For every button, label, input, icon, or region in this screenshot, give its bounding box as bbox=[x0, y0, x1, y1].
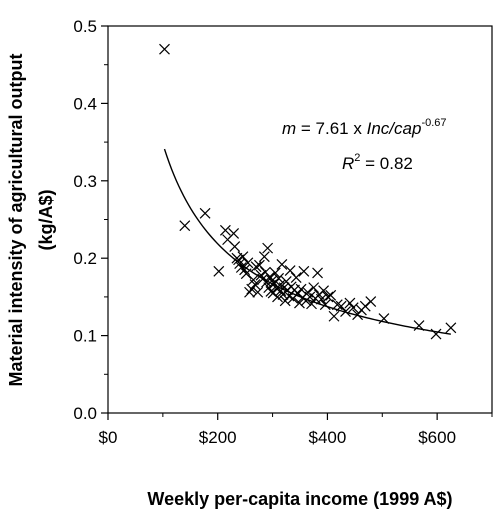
r-squared-value: = 0.82 bbox=[360, 154, 412, 173]
data-point bbox=[239, 264, 251, 276]
data-point bbox=[347, 302, 359, 314]
y-tick-label: 0.2 bbox=[73, 249, 97, 268]
y-axis-title-line2: (kg/A$) bbox=[36, 189, 56, 250]
data-point bbox=[179, 220, 191, 232]
fit-curve bbox=[163, 148, 451, 335]
data-point bbox=[378, 313, 390, 324]
data-point bbox=[306, 298, 317, 310]
plot-frame bbox=[107, 25, 493, 414]
data-point bbox=[262, 242, 274, 254]
x-tick-label: $0 bbox=[99, 428, 118, 447]
data-point bbox=[284, 265, 296, 277]
fit-equation-m: m bbox=[282, 119, 296, 138]
data-point bbox=[325, 289, 337, 301]
data-point bbox=[272, 291, 283, 303]
x-tick-label: $200 bbox=[199, 428, 237, 447]
data-point bbox=[242, 257, 254, 269]
x-tick-label: $400 bbox=[309, 428, 347, 447]
data-point bbox=[253, 259, 265, 271]
data-point bbox=[298, 265, 310, 277]
data-point bbox=[331, 299, 343, 311]
data-point bbox=[315, 293, 327, 305]
fit-equation-slash: / bbox=[388, 119, 396, 138]
fit-equation: m = 7.61 x Inc/cap-0.67 bbox=[282, 117, 447, 138]
data-point bbox=[312, 267, 323, 279]
fit-equation-inc: Inc bbox=[367, 119, 390, 138]
y-tick-label: 0.1 bbox=[73, 327, 97, 346]
data-point bbox=[246, 283, 258, 295]
data-point bbox=[213, 265, 225, 277]
data-point bbox=[292, 288, 304, 300]
r-squared: R2 = 0.82 bbox=[342, 152, 413, 173]
y-tick-label: 0.3 bbox=[73, 172, 97, 191]
y-tick-label: 0.5 bbox=[73, 17, 97, 36]
data-point bbox=[249, 279, 261, 290]
data-point bbox=[308, 282, 320, 294]
data-point bbox=[250, 261, 262, 273]
data-point bbox=[266, 275, 278, 287]
data-point bbox=[365, 296, 377, 307]
data-point bbox=[294, 297, 305, 309]
r-squared-r: R bbox=[342, 154, 354, 173]
data-point bbox=[240, 268, 252, 280]
fit-equation-eq: = 7.61 x bbox=[296, 119, 366, 138]
data-point bbox=[318, 285, 330, 297]
data-point bbox=[335, 300, 347, 312]
fit-curve-group bbox=[163, 148, 451, 335]
data-point bbox=[269, 267, 281, 279]
data-point bbox=[237, 251, 249, 263]
data-point bbox=[264, 271, 276, 283]
y-axis-title-group: Material intensity of agricultural outpu… bbox=[6, 53, 56, 386]
data-point bbox=[295, 283, 307, 295]
data-point bbox=[199, 207, 211, 219]
data-point bbox=[235, 262, 247, 273]
y-tick-label: 0.0 bbox=[73, 404, 97, 423]
data-point bbox=[430, 328, 442, 340]
x-axis-title: Weekly per-capita income (1999 A$) bbox=[147, 489, 452, 509]
data-point bbox=[258, 251, 270, 263]
axes: 0.0 0.1 0.2 0.3 0.4 0.5 $0 $200 $400 $600 bbox=[73, 17, 493, 447]
x-tick-label: $600 bbox=[418, 428, 456, 447]
data-point bbox=[445, 322, 457, 334]
data-point bbox=[159, 43, 170, 55]
data-point bbox=[322, 291, 334, 303]
y-tick-label: 0.4 bbox=[73, 94, 97, 113]
r-squared-exponent: 2 bbox=[354, 152, 360, 164]
data-points bbox=[159, 43, 457, 340]
fit-equation-cap: cap bbox=[394, 119, 421, 138]
data-point bbox=[413, 320, 425, 331]
data-point bbox=[229, 241, 241, 253]
data-point bbox=[290, 272, 302, 283]
data-point bbox=[228, 228, 240, 239]
data-point bbox=[340, 306, 351, 318]
data-point bbox=[276, 258, 288, 270]
fit-equation-exponent: -0.67 bbox=[421, 117, 446, 129]
data-point bbox=[219, 224, 231, 236]
y-axis-title-line1: Material intensity of agricultural outpu… bbox=[6, 53, 26, 386]
data-point bbox=[319, 299, 331, 311]
data-point bbox=[344, 297, 356, 309]
data-point bbox=[328, 310, 340, 322]
data-point bbox=[244, 286, 255, 298]
data-point bbox=[252, 286, 264, 298]
